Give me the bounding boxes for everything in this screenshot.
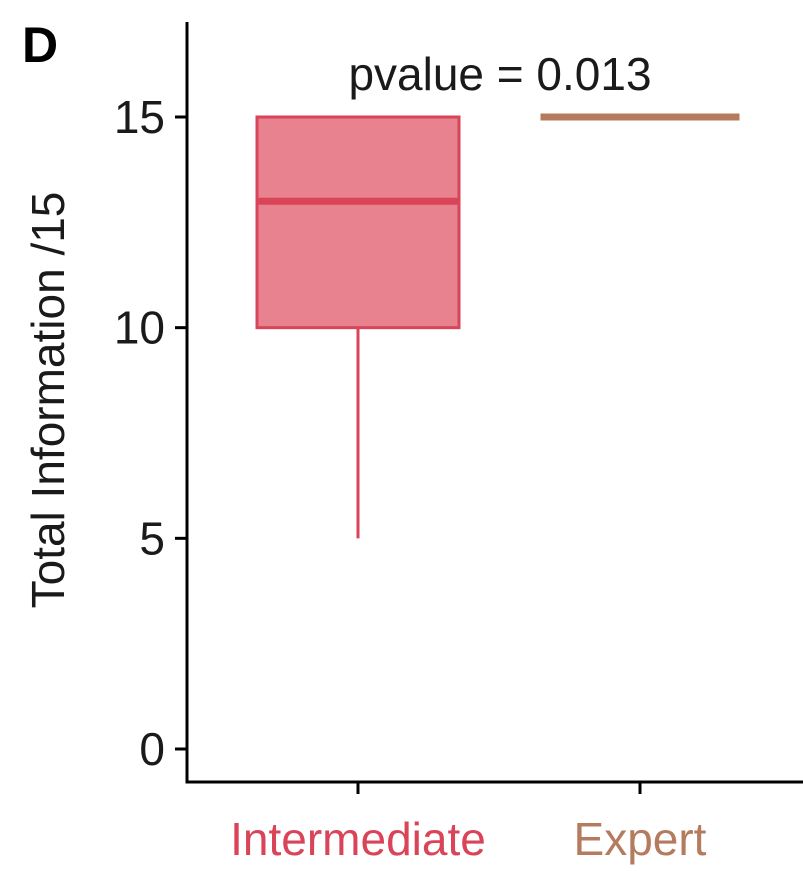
y-tick-label-0: 0 [139,723,165,775]
x-tick-label-expert: Expert [574,813,707,865]
pvalue-annotation: pvalue = 0.013 [348,48,651,100]
y-tick-label-10: 10 [114,302,165,354]
y-tick-label-15: 15 [114,91,165,143]
plot-area: 0 5 10 15 Intermediate Expert [114,22,803,865]
intermediate-box [255,115,461,330]
y-tick-label-5: 5 [139,512,165,564]
panel-label: D [22,17,58,73]
y-axis-label: Total Information /15 [22,192,74,609]
x-tick-label-intermediate: Intermediate [230,813,486,865]
